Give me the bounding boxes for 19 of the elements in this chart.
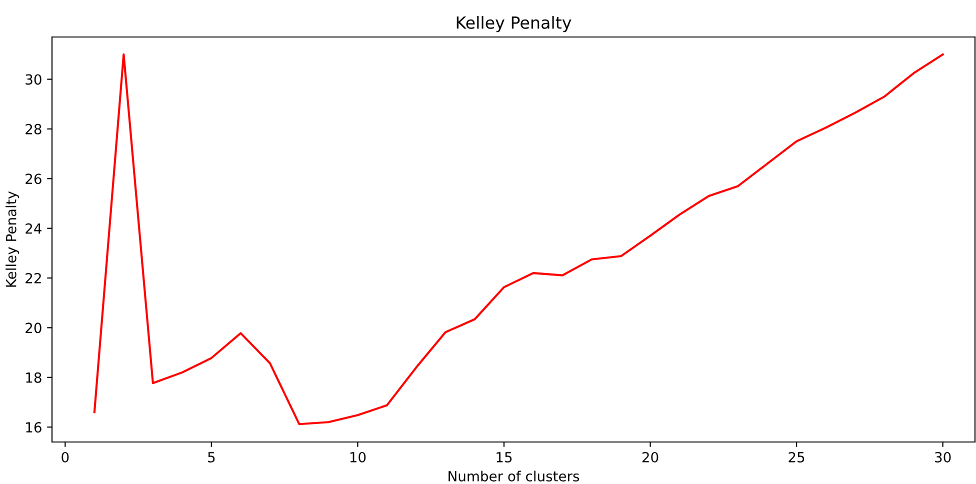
y-tick-label: 30 — [26, 74, 42, 85]
x-axis-title: Number of clusters — [448, 470, 580, 482]
y-tick-label: 22 — [26, 272, 41, 284]
x-tick-label: 25 — [788, 452, 804, 462]
chart-title: Kelley Penalty — [456, 16, 572, 32]
y-tick-label: 28 — [26, 124, 42, 134]
y-tick-label: 16 — [26, 422, 42, 433]
x-tick-label: 0 — [62, 452, 69, 462]
x-tick-label: 10 — [350, 452, 366, 462]
x-tick-label: 5 — [208, 452, 215, 462]
x-tick-label: 20 — [642, 452, 658, 462]
y-tick-label: 20 — [26, 322, 42, 334]
y-tick-label: 18 — [26, 372, 42, 383]
y-tick-label: 26 — [26, 174, 42, 184]
x-tick-label: 15 — [496, 452, 512, 462]
line-series — [93, 53, 944, 426]
y-axis-title: Kelley Penalty — [6, 191, 20, 287]
x-tick-label: 30 — [935, 452, 951, 462]
y-tick-label: 24 — [26, 223, 42, 234]
